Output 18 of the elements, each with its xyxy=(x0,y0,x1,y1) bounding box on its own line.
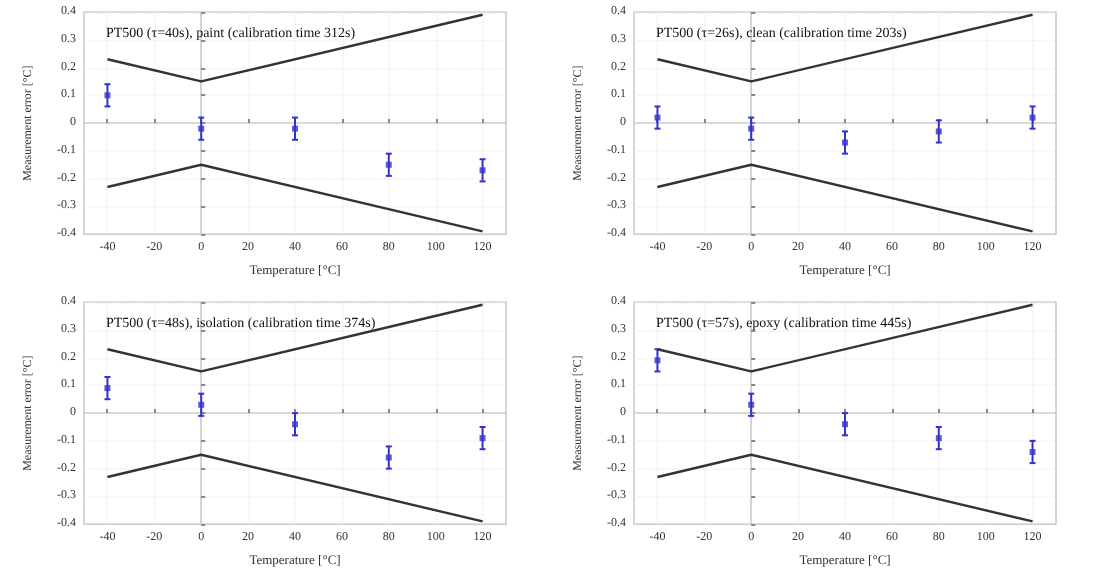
point xyxy=(104,92,111,99)
point xyxy=(748,125,755,132)
point xyxy=(748,401,755,408)
point xyxy=(104,385,111,392)
point xyxy=(479,167,486,174)
point xyxy=(654,357,661,364)
point xyxy=(292,125,298,132)
point xyxy=(1029,448,1036,455)
point xyxy=(842,421,848,428)
point xyxy=(935,435,942,442)
point xyxy=(479,435,486,442)
point xyxy=(385,454,392,461)
point xyxy=(292,421,298,428)
point xyxy=(198,401,205,408)
point xyxy=(385,161,392,168)
point xyxy=(842,139,848,146)
point xyxy=(198,125,205,132)
point xyxy=(935,128,942,135)
